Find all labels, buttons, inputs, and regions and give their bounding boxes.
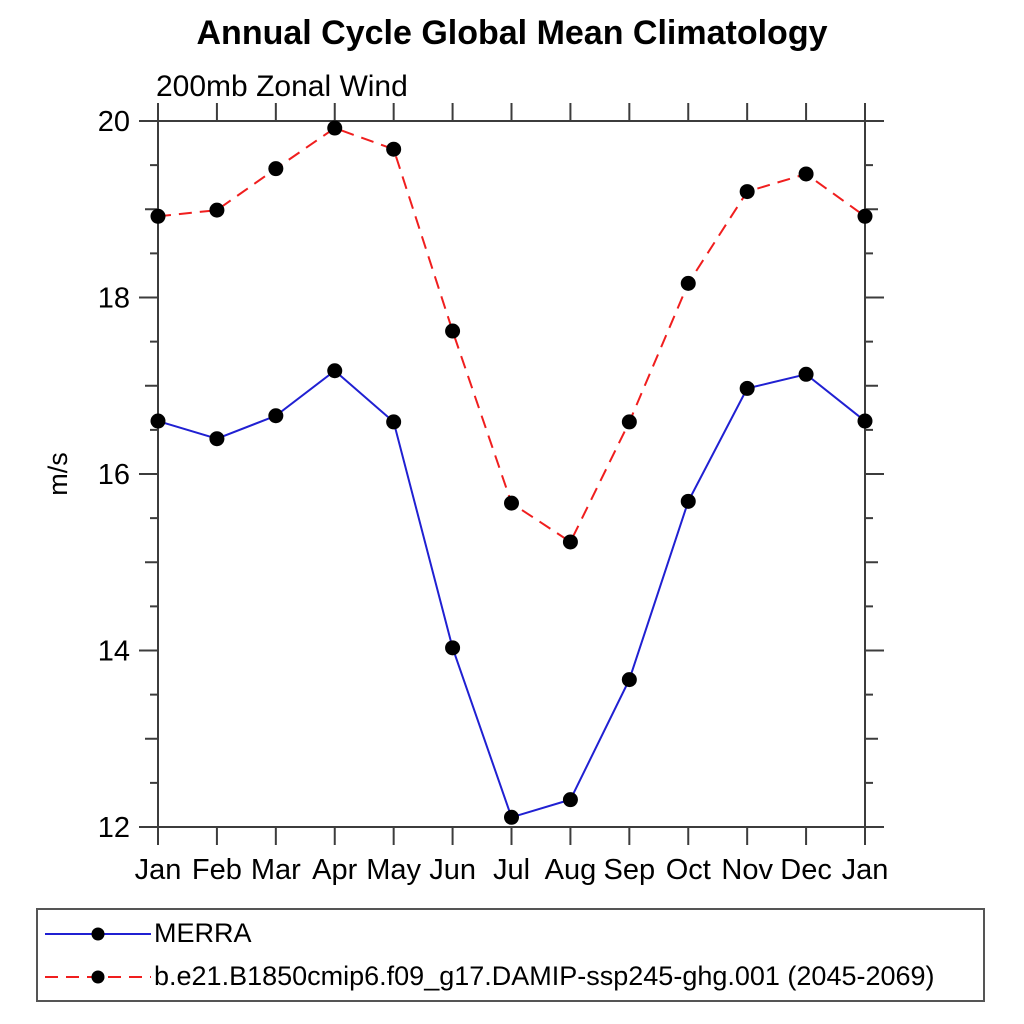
data-point-marker-series-1 — [798, 166, 814, 182]
x-axis-month-label: Sep — [604, 854, 656, 886]
y-axis-tick-label: 12 — [98, 812, 130, 844]
data-point-marker-series-1 — [327, 120, 343, 136]
data-point-marker-series-0 — [857, 413, 873, 429]
data-point-marker-series-1 — [739, 184, 755, 200]
legend-marker-dot — [91, 970, 105, 983]
legend-label-merra: MERRA — [154, 918, 252, 948]
data-point-marker-series-0 — [798, 366, 814, 382]
data-point-marker-series-0 — [621, 672, 637, 688]
x-axis-month-label: Jul — [493, 854, 530, 886]
legend-item-merra: MERRA — [42, 913, 983, 955]
data-point-marker-series-0 — [562, 792, 578, 808]
data-point-marker-series-1 — [504, 495, 519, 511]
data-point-marker-series-1 — [562, 534, 578, 550]
data-point-marker-series-1 — [680, 275, 696, 291]
data-point-marker-series-1 — [857, 208, 873, 224]
y-axis-tick-label: 16 — [98, 459, 130, 491]
data-point-marker-series-1 — [445, 323, 461, 339]
x-axis-month-label: Dec — [780, 854, 832, 886]
data-point-marker-series-1 — [209, 202, 225, 218]
data-point-marker-series-0 — [445, 640, 461, 656]
data-point-marker-series-0 — [386, 414, 402, 430]
series-line-0 — [157, 369, 866, 819]
x-axis-month-label: Aug — [545, 854, 597, 886]
y-axis-tick-label: 14 — [98, 636, 130, 668]
data-point-marker-series-1 — [150, 208, 166, 224]
data-point-marker-series-1 — [386, 141, 402, 157]
x-axis-month-label: Oct — [666, 854, 711, 886]
data-point-marker-series-0 — [680, 493, 696, 509]
x-axis-month-label: May — [366, 854, 421, 886]
x-axis-month-label: Apr — [312, 854, 357, 886]
data-point-marker-series-0 — [268, 408, 284, 424]
y-axis-tick-label: 18 — [98, 283, 130, 315]
series-line-1 — [157, 126, 866, 544]
data-point-marker-series-1 — [268, 161, 284, 177]
x-axis-month-label: Mar — [251, 854, 301, 886]
legend-item-model: b.e21.B1850cmip6.f09_g17.DAMIP-ssp245-gh… — [42, 956, 983, 998]
chart-subtitle: 200mb Zonal Wind — [156, 70, 408, 103]
legend-key-solid-line — [45, 927, 151, 940]
x-axis-month-label: Nov — [721, 854, 773, 886]
x-axis-month-label: Jun — [429, 854, 476, 886]
data-point-marker-series-0 — [327, 363, 343, 379]
y-axis-tick-label: 20 — [98, 106, 130, 138]
legend-box: MERRA b.e21.B1850cmip6.f09_g17.DAMIP-ssp… — [36, 908, 985, 1002]
legend-label-model: b.e21.B1850cmip6.f09_g17.DAMIP-ssp245-gh… — [154, 961, 935, 991]
legend-marker-dot — [91, 927, 105, 940]
data-point-marker-series-0 — [150, 413, 166, 429]
data-point-marker-series-0 — [209, 431, 225, 447]
chart-title: Annual Cycle Global Mean Climatology — [196, 14, 828, 52]
legend-key-dashed-line — [45, 970, 151, 983]
data-point-marker-series-0 — [739, 380, 755, 396]
plot-area: 12 14 16 18 20 Jan Feb Mar Apr May Jun Jul Aug Sep Oct… — [43, 103, 889, 886]
y-axis-title: m/s — [43, 452, 73, 496]
x-axis-month-label: Jan — [135, 854, 182, 886]
data-point-marker-series-1 — [621, 414, 637, 430]
x-axis-month-label: Feb — [192, 854, 242, 886]
x-axis-month-label: Jan — [842, 854, 889, 886]
data-point-marker-series-0 — [504, 809, 519, 825]
